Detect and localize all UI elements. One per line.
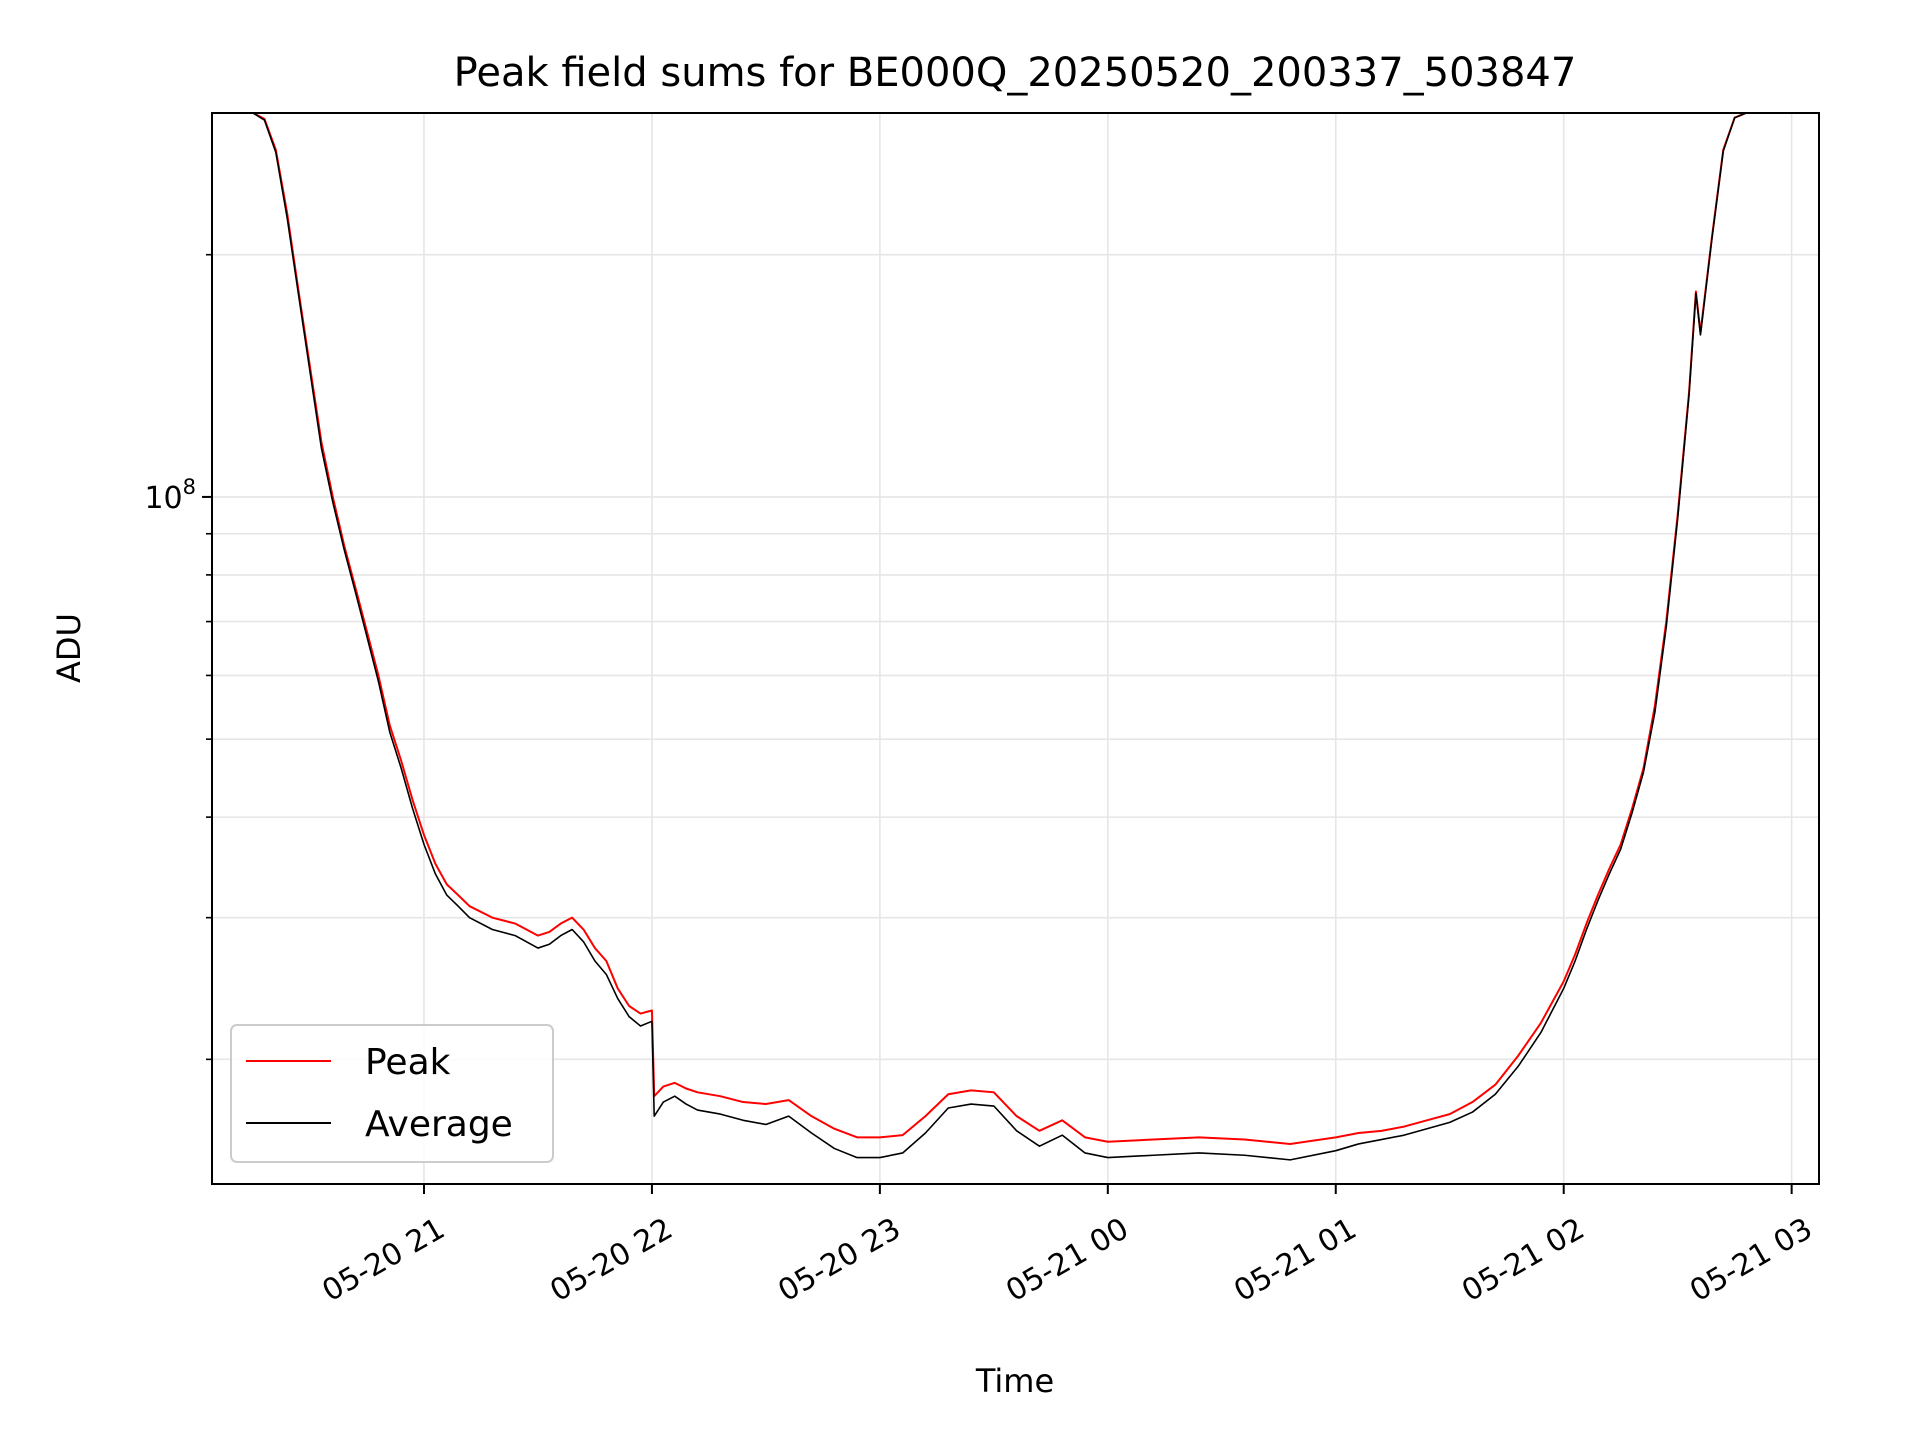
legend-label-peak: Peak [365, 1042, 451, 1083]
legend-label-average: Average [365, 1104, 513, 1145]
x-axis-label: Time [975, 1362, 1054, 1400]
chart-title: Peak field sums for BE000Q_20250520_2003… [454, 50, 1577, 96]
series-line-peak [212, 113, 1819, 1145]
legend-box [230, 1024, 554, 1163]
plot-frame [211, 112, 1820, 1185]
y-axis-label: ADU [50, 613, 88, 683]
y-tick-label: 108 [144, 475, 196, 516]
series-line-average [212, 113, 1819, 1161]
series-layer [212, 113, 1819, 1161]
legend: Peak Average [230, 1024, 554, 1163]
